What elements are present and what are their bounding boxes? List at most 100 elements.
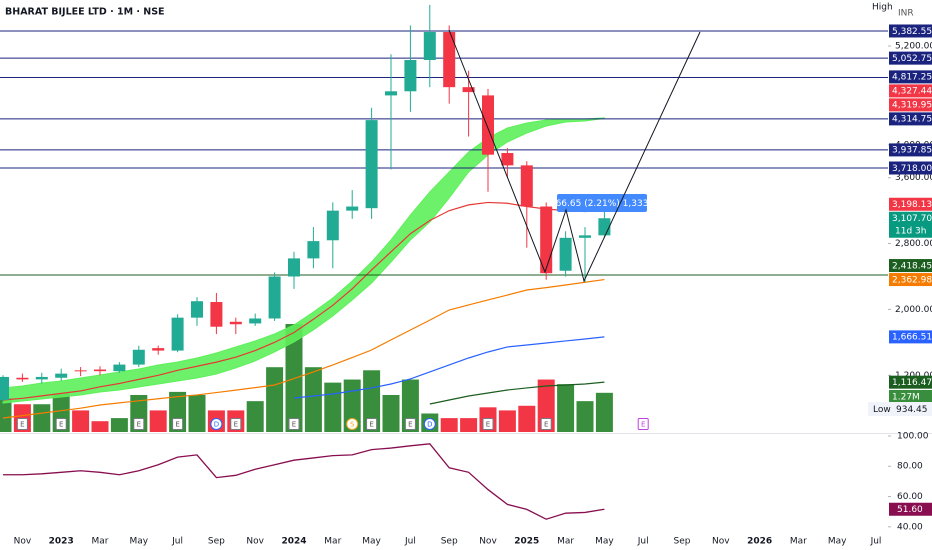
- price-tag-label: 1,666.51: [892, 333, 932, 343]
- event-marker: S: [346, 418, 359, 430]
- event-marker: E: [637, 418, 649, 430]
- candle-body: [598, 218, 611, 236]
- price-tag: [889, 112, 932, 126]
- event-marker: E: [482, 418, 494, 430]
- price-tag-label: 4,314.75: [892, 115, 932, 125]
- event-label: E: [20, 421, 24, 429]
- event-marker: E: [404, 418, 416, 430]
- candle-body: [171, 317, 184, 351]
- x-tick-label: 2026: [747, 537, 772, 547]
- moving-average: [293, 336, 605, 399]
- price-tag-label: 4,319.95: [892, 101, 932, 111]
- price-tag-label: 3,718.00: [892, 164, 932, 174]
- volume-bar: [188, 394, 206, 432]
- x-tick-label: Nov: [14, 537, 32, 547]
- x-tick-label: May: [595, 537, 614, 547]
- rsi-tag: [889, 502, 932, 516]
- rsi-line: [3, 443, 605, 520]
- event-marker: E: [133, 418, 145, 430]
- volume-tag-label: 1.27M: [892, 392, 920, 402]
- event-badge: [637, 418, 649, 430]
- volume-bar: [363, 370, 381, 432]
- event-badge: [366, 418, 378, 430]
- moving-average: [2, 278, 605, 419]
- event-marker: E: [172, 418, 184, 430]
- volume-tag: [889, 390, 932, 403]
- low-box: [868, 402, 932, 416]
- x-tick-label: 2025: [514, 537, 539, 547]
- price-tag-label: 5,382.55: [892, 27, 932, 37]
- price-tag: [889, 70, 932, 84]
- price-tag-label: 2,418.45: [892, 261, 932, 271]
- price-tag: [889, 197, 932, 211]
- candle-body: [365, 120, 378, 209]
- event-label: E: [175, 421, 179, 429]
- event-badge: [423, 418, 436, 430]
- rsi-tick-label: 80.00: [897, 462, 923, 472]
- volume-bar: [343, 379, 361, 432]
- event-label: D: [214, 421, 219, 429]
- volume-bar: [595, 392, 613, 432]
- candle-body: [288, 258, 300, 277]
- event-label: E: [292, 421, 296, 429]
- x-tick-label: 2024: [281, 537, 306, 547]
- moving-average: [2, 201, 605, 401]
- x-tick-label: Nov: [479, 537, 497, 547]
- event-label: E: [137, 421, 141, 429]
- event-badge: [133, 418, 145, 430]
- event-marker: D: [210, 418, 223, 430]
- candle-body: [16, 377, 29, 380]
- candle-body: [462, 87, 475, 93]
- volume-bar: [91, 421, 109, 432]
- price-tag: [889, 273, 932, 287]
- event-badge: [230, 418, 242, 430]
- event-label: E: [234, 421, 238, 429]
- x-tick-label: Sep: [674, 537, 691, 547]
- price-tag-label: 3,107.70: [892, 214, 932, 224]
- candle-body: [55, 373, 68, 378]
- price-tag-label: 1,116.47: [892, 378, 932, 388]
- candle-body: [307, 241, 320, 259]
- event-marker: E: [55, 418, 67, 430]
- candle-body: [326, 210, 339, 241]
- event-marker: D: [423, 418, 436, 430]
- volume-bar: [440, 418, 458, 432]
- price-tag: [889, 51, 932, 65]
- event-badge: [288, 418, 300, 430]
- volume-bar: [498, 410, 516, 432]
- price-tag: [889, 84, 932, 98]
- volume-bar: [266, 367, 284, 432]
- rsi-tick-label: 60.00: [897, 492, 923, 502]
- candle-body: [74, 370, 87, 372]
- event-badge: [404, 418, 416, 430]
- candle-body: [0, 376, 9, 400]
- candle-body: [132, 349, 145, 365]
- price-tag: [889, 211, 932, 238]
- volume-bar: [0, 398, 12, 432]
- event-marker: E: [288, 418, 300, 430]
- candle-body: [35, 376, 48, 380]
- event-badge: [210, 418, 223, 430]
- volume-bar: [576, 401, 594, 432]
- volume-bar: [518, 405, 536, 432]
- x-tick-label: Mar: [92, 537, 109, 547]
- event-label: E: [408, 421, 412, 429]
- plot: 5,200.004,000.003,600.002,800.002,000.00…: [0, 4, 932, 547]
- price-tag-label: 2,362.98: [892, 275, 932, 285]
- event-badge: [346, 418, 359, 430]
- moving-average: [429, 381, 605, 405]
- tooltip-box: [557, 194, 647, 212]
- trend-drawing: [448, 29, 701, 283]
- candle-body: [152, 348, 165, 351]
- low-label: Low: [873, 405, 891, 415]
- x-tick-label: Sep: [441, 537, 458, 547]
- candle-body: [443, 32, 456, 88]
- candle-body: [249, 318, 262, 324]
- event-badge: [55, 418, 67, 430]
- price-tag: [889, 98, 932, 112]
- candle-body: [579, 235, 591, 238]
- volume-bar: [72, 410, 90, 432]
- candle-body: [540, 206, 553, 274]
- volume-bar: [324, 382, 342, 432]
